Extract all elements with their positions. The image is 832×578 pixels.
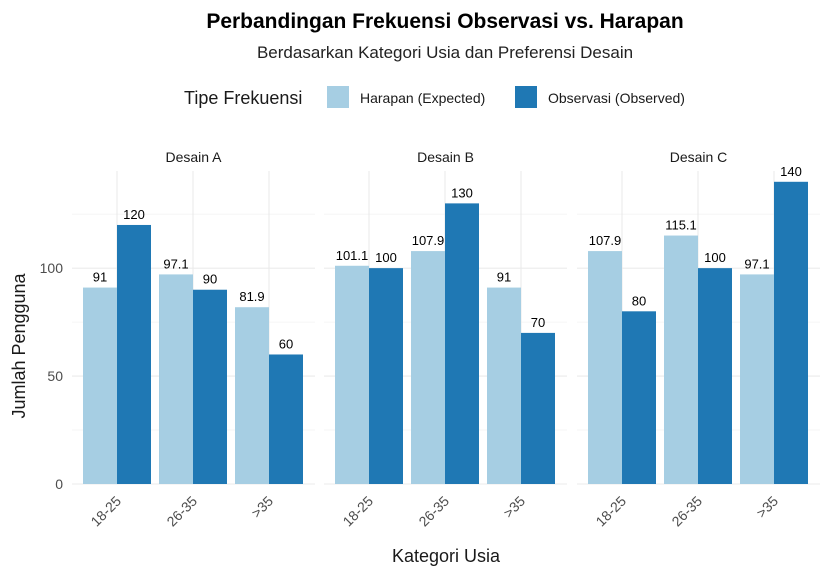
bar-observed [117,224,151,484]
y-tick-label: 0 [55,476,63,492]
bar-observed [445,203,479,484]
x-tick-label: 26-35 [163,493,200,530]
x-tick-label: 18-25 [592,493,629,530]
bar-expected [411,251,445,484]
data-label-expected: 81.9 [239,289,264,304]
bar-observed [369,268,403,484]
x-tick-label: 18-25 [339,493,376,530]
bar-expected [740,274,774,484]
x-tick-label: >35 [500,493,528,521]
facet-title: Desain B [417,149,474,165]
bar-observed [521,332,555,484]
chart-subtitle: Berdasarkan Kategori Usia dan Preferensi… [257,43,633,62]
x-tick-label: 18-25 [87,493,124,530]
bar-expected [83,287,117,484]
facet-panel: Desain C 107.9 80 18-25 115.1 100 26-35 97.1 140… [577,149,820,529]
y-axis-title: Jumlah Pengguna [9,272,29,418]
data-label-expected: 91 [93,270,107,285]
data-label-observed: 130 [451,185,473,200]
data-label-observed: 120 [123,207,145,222]
facet-panel: Desain A 91 120 18-25 97.1 90 26-35 81.9 60 >35 [72,149,315,529]
data-label-observed: 60 [279,336,293,351]
facet-title: Desain C [670,149,728,165]
bar-expected [335,265,369,484]
x-tick-label: 26-35 [415,493,452,530]
data-label-expected: 101.1 [336,248,369,263]
data-label-expected: 107.9 [589,233,622,248]
facet-panel: Desain B 101.1 100 18-25 107.9 130 26-35 91 70 >3… [324,149,567,529]
legend-label-observed: Observasi (Observed) [548,90,685,106]
data-label-observed: 90 [203,272,217,287]
bar-observed [193,289,227,484]
legend-swatch-observed [515,86,537,108]
data-label-observed: 100 [704,250,726,265]
bar-observed [698,268,732,484]
data-label-observed: 80 [632,293,646,308]
legend-title: Tipe Frekuensi [184,88,302,108]
data-label-expected: 91 [497,270,511,285]
data-label-expected: 115.1 [665,218,697,233]
x-tick-label: 26-35 [668,493,705,530]
legend-label-expected: Harapan (Expected) [360,90,485,106]
x-tick-label: >35 [753,493,781,521]
bar-expected [159,274,193,484]
x-axis-title: Kategori Usia [392,546,501,566]
bar-expected [235,307,269,484]
bar-expected [588,251,622,484]
data-label-expected: 107.9 [412,233,445,248]
legend: Tipe Frekuensi Harapan (Expected) Observ… [184,86,685,108]
y-tick-label: 100 [40,260,64,276]
data-label-observed: 140 [780,164,802,179]
bar-observed [269,354,303,484]
chart-title: Perbandingan Frekuensi Observasi vs. Har… [206,10,683,33]
y-tick-label: 50 [47,368,63,384]
data-label-observed: 70 [531,315,545,330]
data-label-expected: 97.1 [744,256,769,271]
facet-panels: 0 50 100 Desain A 91 120 18-25 97.1 90 26-35 81.9 6… [40,149,820,529]
data-label-expected: 97.1 [163,256,188,271]
bar-expected [487,287,521,484]
bar-observed [774,181,808,485]
data-label-observed: 100 [375,250,397,265]
facet-title: Desain A [165,149,222,165]
legend-swatch-expected [327,86,349,108]
bar-observed [622,311,656,484]
x-tick-label: >35 [248,493,276,521]
bar-expected [664,235,698,484]
